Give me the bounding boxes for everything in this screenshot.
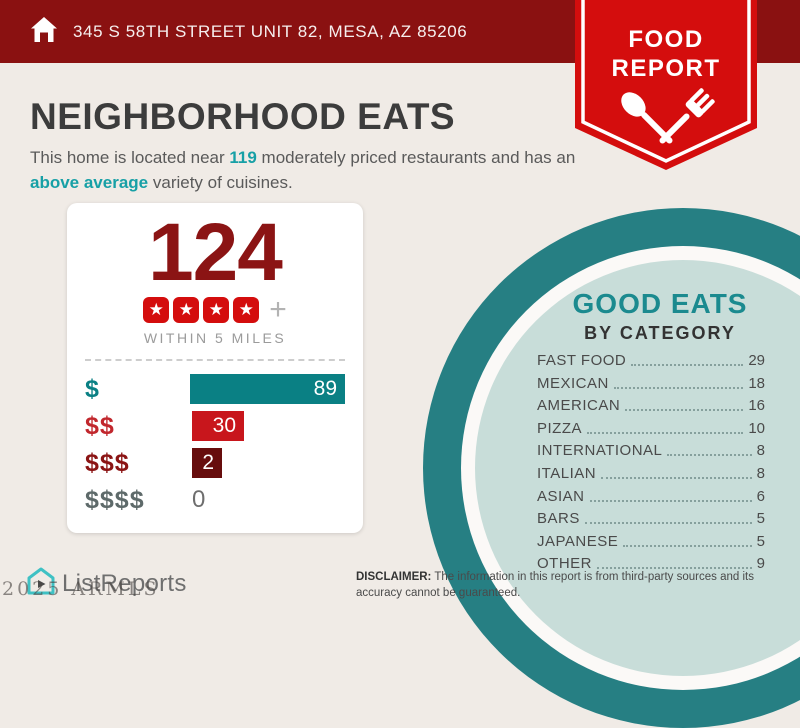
category-count: 8 bbox=[756, 442, 765, 460]
category-count: 6 bbox=[756, 487, 765, 505]
good-eats-title: GOOD EATS bbox=[572, 288, 748, 319]
disclaimer-text: The information in this report is from t… bbox=[356, 571, 754, 599]
category-count: 9 bbox=[756, 555, 765, 573]
category-label: INTERNATIONAL bbox=[537, 442, 663, 460]
category-label: MEXICAN bbox=[537, 374, 609, 392]
price-bar-row: $$ 30 bbox=[85, 408, 345, 445]
dotted-leader bbox=[625, 409, 744, 412]
subtitle-text: This home is located near bbox=[30, 148, 230, 167]
restaurant-summary-card: 124 ★ ★ ★ ★ + WITHIN 5 MILES $89 $$ 30 $$$ 2 $$$$… bbox=[67, 203, 363, 533]
plus-sign: + bbox=[269, 292, 287, 326]
total-restaurant-count: 124 bbox=[148, 207, 283, 298]
category-count: 18 bbox=[748, 374, 765, 392]
good-eats-category-list: FAST FOOD 29 MEXICAN 18 AMERICAN 16 PIZZA 10 INT… bbox=[537, 350, 765, 576]
dashed-divider bbox=[85, 358, 345, 361]
price-tier-label: $ bbox=[85, 374, 100, 403]
bar-area: 0 bbox=[192, 486, 345, 514]
category-label: OTHER bbox=[537, 555, 592, 573]
restaurant-count: 119 bbox=[229, 148, 257, 167]
variety-highlight: above average bbox=[30, 172, 149, 192]
price-bar: 89 bbox=[190, 374, 345, 405]
category-count: 5 bbox=[756, 532, 765, 550]
category-count: 10 bbox=[748, 419, 765, 437]
dotted-leader bbox=[589, 499, 752, 502]
category-count: 5 bbox=[756, 510, 765, 528]
bar-area: 89 bbox=[190, 374, 345, 405]
page-subtitle: This home is located near 119 moderately… bbox=[30, 146, 578, 195]
crossed-utensils-icon bbox=[621, 88, 715, 144]
category-label: JAPANESE bbox=[537, 532, 619, 550]
star-icon: ★ bbox=[233, 296, 260, 323]
category-count: 29 bbox=[748, 352, 765, 369]
subtitle-text-post: variety of cuisines. bbox=[148, 172, 293, 192]
brand-name: ListReports bbox=[62, 569, 187, 597]
dotted-leader bbox=[613, 386, 744, 389]
category-label: BARS bbox=[537, 510, 580, 528]
subtitle-text-mid: moderately priced restaurants and has an bbox=[256, 148, 576, 167]
price-bar: 2 bbox=[192, 448, 222, 479]
star-icon: ★ bbox=[143, 296, 170, 323]
category-row: OTHER 9 bbox=[537, 553, 765, 573]
zero-value: 0 bbox=[192, 486, 206, 514]
disclaimer: DISCLAIMER: The information in this repo… bbox=[356, 570, 776, 601]
good-eats-heading: GOOD EATS BY CATEGORY bbox=[510, 288, 800, 344]
star-icon: ★ bbox=[173, 296, 200, 323]
category-row: ASIAN 6 bbox=[537, 486, 765, 506]
property-address: 345 S 58TH STREET UNIT 82, MESA, AZ 8520… bbox=[73, 21, 468, 41]
category-row: MEXICAN 18 bbox=[537, 373, 765, 393]
dotted-leader bbox=[631, 364, 744, 366]
bar-area: 30 bbox=[192, 411, 345, 442]
category-label: FAST FOOD bbox=[537, 352, 627, 369]
dotted-leader bbox=[601, 476, 752, 479]
category-row: INTERNATIONAL 8 bbox=[537, 440, 765, 460]
bar-area: 2 bbox=[192, 448, 345, 479]
price-tier-label: $$$ bbox=[85, 448, 130, 477]
mls-watermark: 2025 ARMLS bbox=[2, 578, 160, 600]
listreports-house-icon bbox=[26, 566, 56, 601]
radius-label: WITHIN 5 MILES bbox=[143, 329, 287, 346]
house-icon bbox=[30, 15, 58, 48]
dotted-leader bbox=[623, 544, 752, 547]
dotted-leader bbox=[584, 522, 752, 525]
price-tier-label: $$$$ bbox=[85, 485, 145, 514]
price-bar-row: $89 bbox=[85, 371, 345, 408]
category-row: BARS 5 bbox=[537, 508, 765, 528]
category-row: ITALIAN 8 bbox=[537, 463, 765, 483]
dotted-leader bbox=[667, 454, 752, 457]
star-icon: ★ bbox=[203, 296, 230, 323]
dotted-leader bbox=[587, 431, 744, 434]
good-eats-subtitle: BY CATEGORY bbox=[584, 323, 736, 343]
food-report-ribbon: FOOD REPORT bbox=[575, 0, 757, 172]
dotted-leader bbox=[597, 567, 752, 570]
category-label: ASIAN bbox=[537, 487, 585, 505]
price-bar-row: $$$$ 0 bbox=[85, 482, 345, 519]
price-bar-row: $$$ 2 bbox=[85, 445, 345, 482]
price-bar: 30 bbox=[192, 411, 244, 442]
ribbon-line1: FOOD bbox=[628, 26, 703, 53]
page-title: NEIGHBORHOOD EATS bbox=[30, 96, 456, 137]
good-eats-circle-fill bbox=[475, 260, 800, 676]
category-row: PIZZA 10 bbox=[537, 418, 765, 438]
disclaimer-label: DISCLAIMER: bbox=[356, 571, 432, 583]
category-label: AMERICAN bbox=[537, 397, 621, 415]
category-row: JAPANESE 5 bbox=[537, 531, 765, 551]
star-rating: ★ ★ ★ ★ + bbox=[67, 292, 363, 326]
category-row: AMERICAN 16 bbox=[537, 395, 765, 415]
category-count: 16 bbox=[748, 397, 765, 415]
category-row: FAST FOOD 29 bbox=[537, 350, 765, 370]
listreports-brand: ListReports bbox=[26, 566, 187, 601]
ribbon-line2: REPORT bbox=[611, 55, 720, 82]
category-count: 8 bbox=[756, 464, 765, 482]
price-tier-label: $$ bbox=[85, 411, 115, 440]
price-bars: $89 $$ 30 $$$ 2 $$$$ 0 bbox=[67, 371, 363, 519]
category-label: PIZZA bbox=[537, 419, 583, 437]
category-label: ITALIAN bbox=[537, 464, 597, 482]
